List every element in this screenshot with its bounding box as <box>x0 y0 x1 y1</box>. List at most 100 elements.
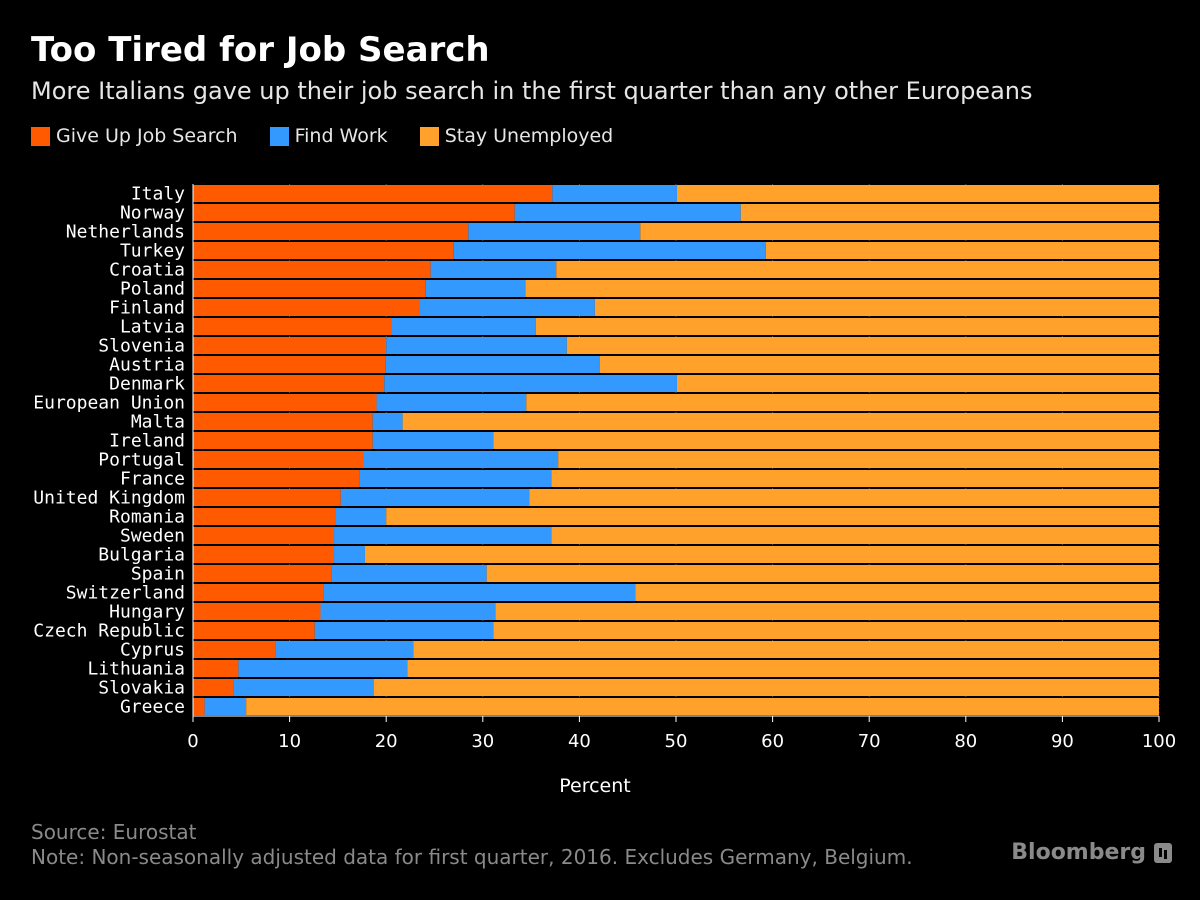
bar-segment-stay-unemployed <box>635 584 1159 601</box>
y-tick-label: Croatia <box>109 260 185 281</box>
bar-segment-stay-unemployed <box>535 318 1159 335</box>
x-tick-label: 40 <box>568 731 591 752</box>
bar-segment-give-up <box>193 584 324 601</box>
bar-segment-stay-unemployed <box>373 679 1160 696</box>
y-tick-label: Turkey <box>120 241 185 262</box>
bar-segment-give-up <box>193 185 553 202</box>
bar-segment-find-work <box>420 299 595 316</box>
bar-segment-give-up <box>193 413 373 430</box>
bar-segment-stay-unemployed <box>402 413 1159 430</box>
x-tick-label: 0 <box>187 731 198 752</box>
bar-segment-find-work <box>372 413 403 430</box>
bar-segment-give-up <box>193 565 332 582</box>
bar-segment-find-work <box>552 185 677 202</box>
bar-segment-find-work <box>386 337 567 354</box>
x-tick-label: 70 <box>858 731 881 752</box>
y-tick-label: Bulgaria <box>98 545 185 566</box>
bar-segment-give-up <box>193 660 239 677</box>
y-tick-label: Greece <box>120 697 185 718</box>
bar-segment-give-up <box>193 622 315 639</box>
bar-segment-give-up <box>193 223 469 240</box>
bar-segment-find-work <box>468 223 641 240</box>
bar-segment-give-up <box>193 603 321 620</box>
y-tick-label: Austria <box>109 355 185 376</box>
legend-label-find-work: Find Work <box>294 125 388 147</box>
bar-segment-give-up <box>193 432 373 449</box>
bar-segment-stay-unemployed <box>599 356 1159 373</box>
y-tick-label: United Kingdom <box>33 488 185 509</box>
y-tick-label: Norway <box>120 203 185 224</box>
bar-segment-find-work <box>204 698 247 715</box>
bar-segment-give-up <box>193 451 364 468</box>
x-tick-label: 60 <box>761 731 784 752</box>
bar-layer <box>193 185 1160 715</box>
x-tick-label: 30 <box>471 731 494 752</box>
bar-segment-find-work <box>320 603 496 620</box>
x-tick-label: 90 <box>1051 731 1074 752</box>
brand: Bloomberg <box>1011 840 1172 865</box>
x-tick-label: 100 <box>1142 731 1176 752</box>
legend-label-give-up: Give Up Job Search <box>56 125 238 147</box>
bar-segment-give-up <box>193 679 234 696</box>
bar-segment-stay-unemployed <box>495 603 1159 620</box>
x-tick-label: 10 <box>278 731 301 752</box>
bar-segment-find-work <box>334 546 365 563</box>
bar-segment-stay-unemployed <box>246 698 1159 715</box>
y-tick-label: Poland <box>120 279 185 300</box>
bar-segment-stay-unemployed <box>551 470 1159 487</box>
x-axis-title: Percent <box>559 775 631 797</box>
bar-segment-find-work <box>340 489 530 506</box>
bar-segment-find-work <box>425 280 526 297</box>
bar-segment-stay-unemployed <box>558 451 1159 468</box>
bar-segment-give-up <box>193 242 454 259</box>
bar-segment-stay-unemployed <box>765 242 1159 259</box>
bar-segment-find-work <box>335 508 387 525</box>
y-tick-label: Malta <box>131 412 185 433</box>
legend-label-stay-unemployed: Stay Unemployed <box>444 125 614 147</box>
y-tick-label: Finland <box>109 298 185 319</box>
bar-segment-stay-unemployed <box>486 565 1159 582</box>
bar-segment-find-work <box>275 641 414 658</box>
bar-segment-give-up <box>193 508 336 525</box>
y-tick-label: Ireland <box>109 431 185 452</box>
bar-segment-find-work <box>430 261 557 278</box>
data-note: Note: Non-seasonally adjusted data for f… <box>31 845 913 869</box>
bloomberg-terminal-icon <box>1154 842 1172 863</box>
bar-segment-find-work <box>391 318 536 335</box>
x-tick-label: 50 <box>665 731 688 752</box>
bar-segment-stay-unemployed <box>493 622 1159 639</box>
legend-swatch-give-up <box>31 126 50 146</box>
bar-segment-give-up <box>193 204 515 221</box>
bar-segment-stay-unemployed <box>413 641 1159 658</box>
bar-segment-stay-unemployed <box>493 432 1159 449</box>
legend-swatch-find-work <box>269 126 289 146</box>
brand-logo-text: Bloomberg <box>1011 840 1146 865</box>
bar-segment-find-work <box>376 394 527 411</box>
x-tick-label: 20 <box>375 731 398 752</box>
bar-segment-stay-unemployed <box>676 375 1159 392</box>
bar-segment-find-work <box>233 679 374 696</box>
legend-item-find-work: Find Work <box>269 125 388 147</box>
y-tick-label: Switzerland <box>66 583 185 604</box>
y-tick-label: Romania <box>109 507 185 528</box>
y-tick-label: Netherlands <box>66 222 185 243</box>
bar-segment-stay-unemployed <box>551 527 1159 544</box>
footer: Source: Eurostat Note: Non-seasonally ad… <box>31 820 913 870</box>
bar-segment-stay-unemployed <box>740 204 1159 221</box>
bar-segment-give-up <box>193 318 392 335</box>
legend-swatch-stay-unemployed <box>419 126 439 146</box>
y-tick-label: Slovenia <box>98 336 185 357</box>
bar-segment-stay-unemployed <box>407 660 1159 677</box>
chart-subtitle: More Italians gave up their job search i… <box>31 77 1033 105</box>
bar-segment-stay-unemployed <box>594 299 1159 316</box>
bar-segment-find-work <box>334 527 552 544</box>
bar-segment-give-up <box>193 280 426 297</box>
legend-item-give-up: Give Up Job Search <box>31 125 238 147</box>
y-tick-label: Sweden <box>120 526 185 547</box>
legend-item-stay-unemployed: Stay Unemployed <box>419 125 614 147</box>
y-tick-label: Lithuania <box>87 659 185 680</box>
bar-segment-find-work <box>323 584 636 601</box>
bar-segment-give-up <box>193 527 335 544</box>
bar-segment-give-up <box>193 261 431 278</box>
